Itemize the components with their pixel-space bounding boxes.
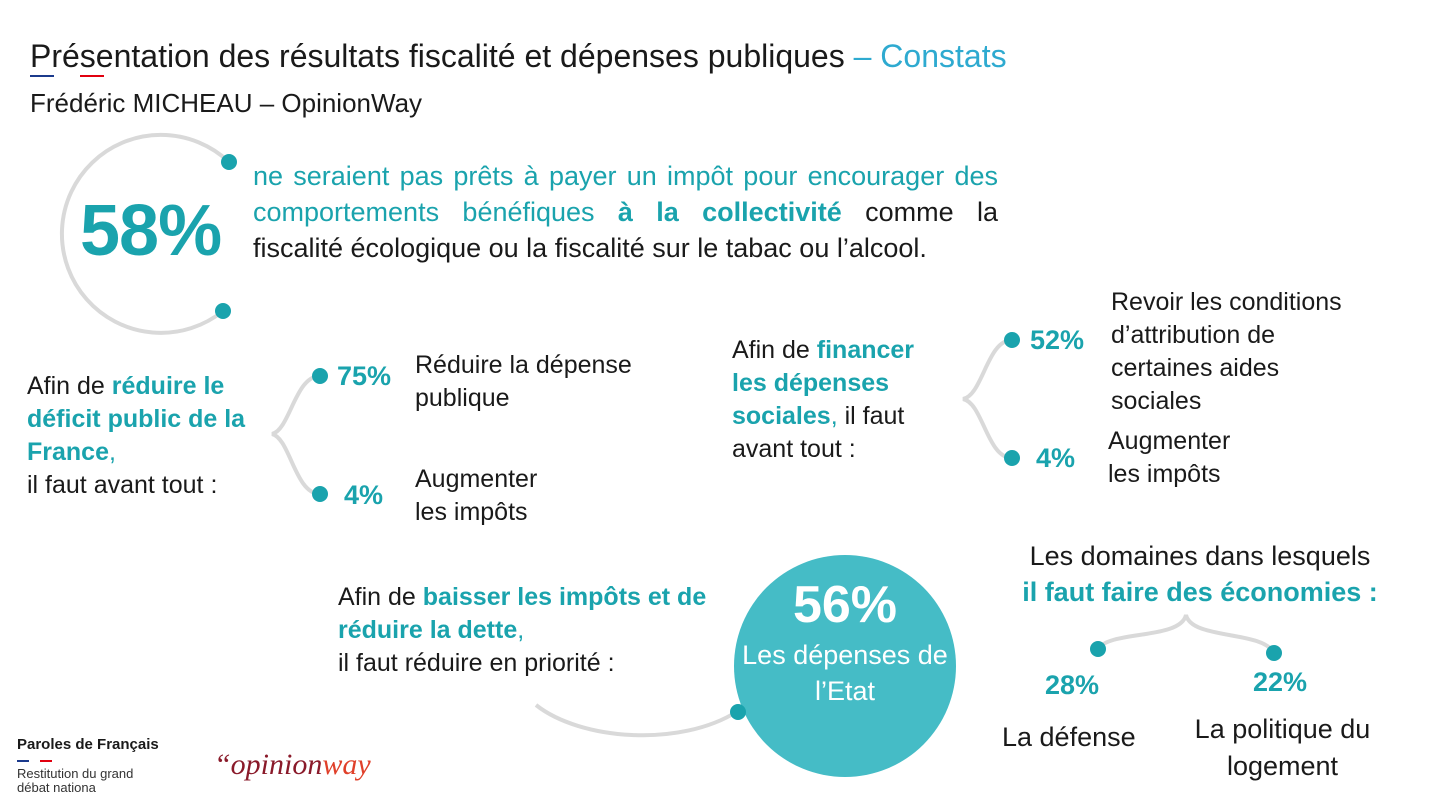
stat58-text: ne seraient pas prêts à payer un impôt p…	[253, 158, 998, 266]
social-option-2-pct: 4%	[1036, 443, 1076, 473]
stat58-text-teal: ne seraient pas prêts à payer un impôt p…	[253, 161, 998, 227]
stat58-value: 58%	[80, 191, 222, 271]
taxes-intro: Afin de baisser les impôts et de réduire…	[338, 583, 707, 677]
brand-flag-red	[40, 760, 52, 762]
brand-subtitle: Restitution du grand débat nationa	[17, 766, 134, 795]
domaines-dot-2	[1266, 645, 1282, 661]
deficit-option-1-pct: 75%	[337, 361, 392, 391]
domaines-title: Les domaines dans lesquels il faut faire …	[1022, 541, 1378, 607]
taxes-intro-highlight: baisser les impôts et de réduire la dett…	[338, 583, 707, 644]
deficit-dot-1	[312, 368, 328, 384]
social-dot-1	[1004, 332, 1020, 348]
domaines-dot-1	[1090, 641, 1106, 657]
domaines-title-highlight: il faut faire des économies	[1022, 577, 1362, 607]
brand-flag-blue	[17, 760, 29, 762]
brand-paroles-de-francais: Paroles de Français	[17, 736, 159, 753]
social-option-1-label: Revoir les conditions d’attribution de c…	[1111, 288, 1342, 415]
title-underline-red	[80, 75, 104, 77]
social-option-1-pct: 52%	[1030, 325, 1085, 355]
deficit-intro-highlight: réduire le déficit public de la France	[27, 372, 246, 466]
deficit-intro: Afin de réduire le déficit public de la …	[27, 372, 246, 499]
page-title: Présentation des résultats fiscalité et …	[30, 38, 1007, 74]
social-intro: Afin de financer les dépenses sociales, …	[732, 336, 915, 463]
social-intro-highlight: financer les dépenses sociales	[732, 336, 915, 430]
stat56-label: Les dépenses de l’Etat	[742, 640, 948, 706]
social-dot-2	[1004, 450, 1020, 466]
stat58-arc-dot-top	[221, 154, 237, 170]
title-underline-blue	[30, 75, 54, 77]
taxes-connector-dot	[730, 704, 746, 720]
deficit-option-2-label: Augmenter les impôts	[415, 465, 538, 526]
stat56-circle: 56% Les dépenses de l’Etat	[734, 555, 956, 777]
opinionway-logo: “opinionway	[214, 748, 371, 781]
domaines-item-2-pct: 22%	[1253, 667, 1308, 697]
domaines-item-2-label: La politique du logement	[1194, 714, 1371, 781]
deficit-dot-2	[312, 486, 328, 502]
taxes-connector	[534, 703, 740, 738]
page-subtitle: Frédéric MICHEAU – OpinionWay	[30, 88, 423, 118]
stat58-text-teal-bold: à la collectivité	[617, 197, 842, 227]
domaines-brace	[1096, 614, 1276, 655]
deficit-brace	[271, 374, 321, 496]
social-option-2-label: Augmenter les impôts	[1108, 427, 1231, 488]
domaines-item-1-pct: 28%	[1045, 670, 1100, 700]
social-brace	[962, 338, 1013, 460]
stat58-arc	[59, 132, 231, 335]
deficit-option-1-label: Réduire la dépense publique	[415, 351, 632, 412]
title-suffix: – Constats	[844, 38, 1007, 74]
stat58-arc-dot-bottom	[215, 303, 231, 319]
deficit-option-2-pct: 4%	[344, 480, 384, 510]
stat56-value: 56%	[792, 576, 898, 634]
stat58-text-dark: comme la fiscalité écologique ou la fisc…	[253, 197, 998, 263]
domaines-item-1-label: La défense	[1002, 722, 1136, 752]
